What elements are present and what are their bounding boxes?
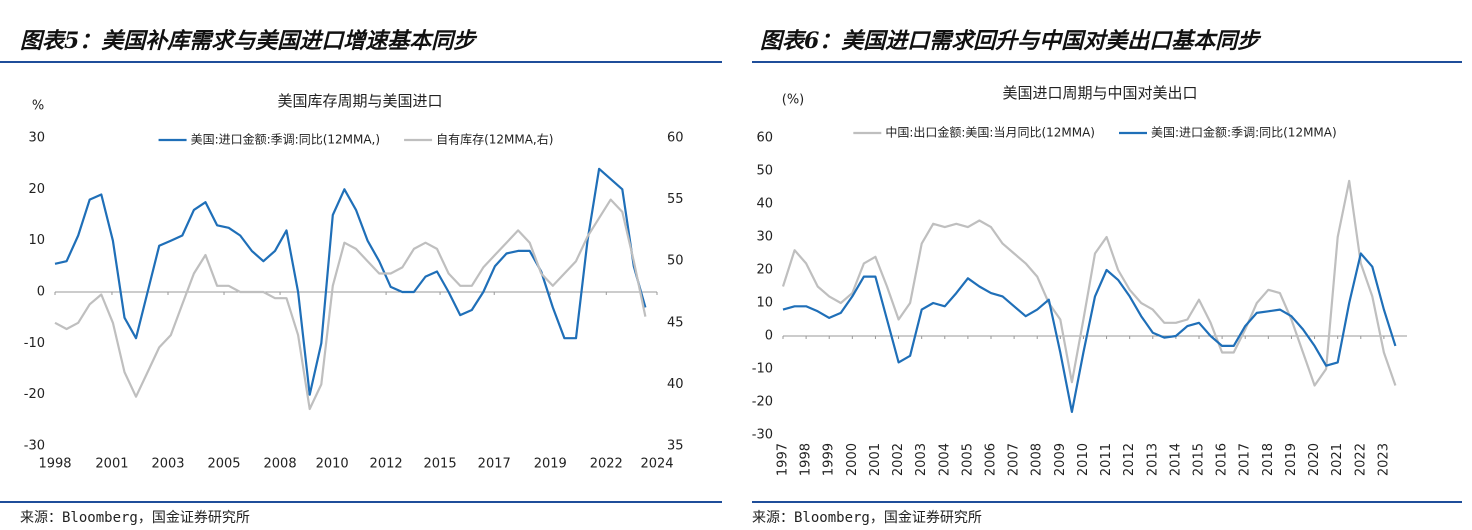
legend-label: 美国:进口金额:季调:同比(12MMA) — [1151, 125, 1337, 140]
x-tick-label: 1998 — [799, 443, 814, 476]
x-tick-label: 2012 — [1122, 443, 1137, 476]
x-tick-label: 2000 — [845, 443, 860, 476]
x-tick-label: 2001 — [868, 443, 883, 476]
y-tick-label: -30 — [24, 439, 45, 454]
y-tick-label: -10 — [24, 336, 45, 351]
x-tick-label: 2022 — [1353, 443, 1368, 476]
figure-title: 图表6：美国进口需求回升与中国对美出口基本同步 — [760, 28, 1262, 54]
x-tick-label: 2017 — [478, 457, 511, 472]
y-tick-label: 60 — [756, 131, 773, 146]
legend-label: 中国:出口金额:美国:当月同比(12MMA) — [885, 125, 1095, 140]
x-tick-label: 2022 — [590, 457, 623, 472]
series-line — [54, 198, 647, 411]
legend-label: 自有库存(12MMA,右) — [436, 132, 553, 147]
legend-label: 美国:进口金额:季调:同比(12MMA,) — [191, 132, 381, 147]
x-tick-label: 2020 — [1307, 443, 1322, 476]
x-tick-label: 2008 — [264, 457, 297, 472]
chart-title: 美国库存周期与美国进口 — [277, 92, 442, 110]
x-tick-label: 2017 — [1238, 443, 1253, 476]
y2-tick-label: 55 — [667, 192, 684, 207]
y-tick-label: -20 — [24, 387, 45, 402]
x-tick-label: 2005 — [207, 457, 240, 472]
y2-tick-label: 50 — [667, 254, 684, 269]
x-tick-label: 1998 — [38, 457, 71, 472]
x-tick-label: 2008 — [1030, 443, 1045, 476]
x-tick-label: 1997 — [776, 443, 791, 476]
x-tick-label: 2009 — [1053, 443, 1068, 476]
x-tick-label: 2019 — [1284, 443, 1299, 476]
x-tick-label: 2003 — [151, 457, 184, 472]
series-line — [781, 179, 1397, 387]
y-tick-label: -20 — [752, 395, 773, 410]
y-tick-label: 10 — [28, 233, 45, 248]
chart-title: 美国进口周期与中国对美出口 — [1002, 84, 1197, 102]
y-tick-label: 20 — [28, 182, 45, 197]
y-tick-label: 0 — [37, 285, 45, 300]
x-tick-label: 2013 — [1145, 443, 1160, 476]
y2-tick-label: 40 — [667, 377, 684, 392]
x-tick-label: 2024 — [640, 457, 673, 472]
y-tick-label: 40 — [756, 197, 773, 212]
y2-tick-label: 35 — [667, 439, 684, 454]
x-tick-label: 2006 — [984, 443, 999, 476]
y-tick-label: -10 — [752, 362, 773, 377]
x-tick-label: 2001 — [95, 457, 128, 472]
source: 来源：Bloomberg，国金证券研究所 — [20, 510, 250, 526]
x-tick-label: 2003 — [914, 443, 929, 476]
x-tick-label: 2023 — [1376, 443, 1391, 476]
x-tick-label: 2002 — [891, 443, 906, 476]
x-tick-label: 2005 — [960, 443, 975, 476]
x-tick-label: 1999 — [822, 443, 837, 476]
y-tick-label: 30 — [756, 230, 773, 245]
series-line — [54, 167, 647, 396]
y-tick-label: 30 — [28, 131, 45, 146]
y-tick-label: -30 — [752, 428, 773, 443]
x-tick-label: 2012 — [370, 457, 403, 472]
y2-tick-label: 60 — [667, 131, 684, 146]
y-axis-label: % — [32, 99, 44, 114]
y-tick-label: 10 — [756, 296, 773, 311]
x-tick-label: 2004 — [937, 443, 952, 476]
y-tick-label: 50 — [756, 164, 773, 179]
x-tick-label: 2010 — [316, 457, 349, 472]
x-tick-label: 2015 — [424, 457, 457, 472]
x-tick-label: 2016 — [1215, 443, 1230, 476]
x-tick-label: 2015 — [1192, 443, 1207, 476]
y-axis-label: (%) — [782, 93, 805, 108]
y-tick-label: 0 — [765, 329, 773, 344]
x-tick-label: 2018 — [1261, 443, 1276, 476]
figure-title: 图表5：美国补库需求与美国进口增速基本同步 — [20, 28, 478, 54]
x-tick-label: 2010 — [1076, 443, 1091, 476]
x-tick-label: 2019 — [534, 457, 567, 472]
x-tick-label: 2007 — [1007, 443, 1022, 476]
source: 来源：Bloomberg，国金证券研究所 — [752, 510, 982, 526]
x-tick-label: 2021 — [1330, 443, 1345, 476]
y-tick-label: 20 — [756, 263, 773, 278]
series-line — [782, 252, 1397, 413]
y2-tick-label: 45 — [667, 315, 684, 330]
x-tick-label: 2014 — [1168, 443, 1183, 476]
x-tick-label: 2011 — [1099, 443, 1114, 476]
